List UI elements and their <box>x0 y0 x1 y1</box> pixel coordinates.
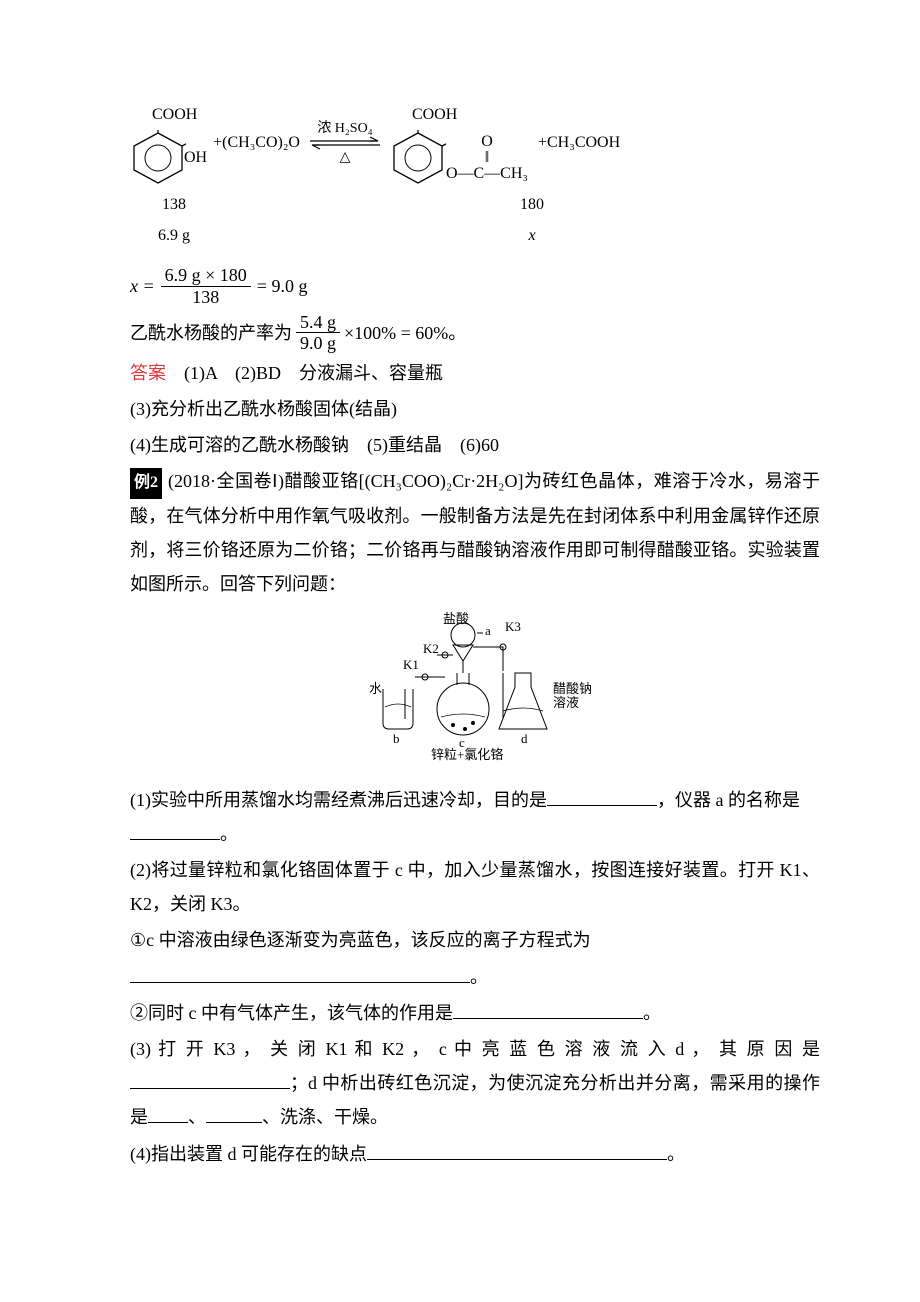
arrow-condition-top: 浓 H₂SO₄ <box>317 121 372 136</box>
fig-right1: 醋酸钠 <box>553 681 592 696</box>
example-2-intro: 例2(2018·全国卷Ⅰ)醋酸亚铬[(CH₃COO)₂Cr·2H₂O]为砖红色晶… <box>130 464 820 601</box>
q2-2a: ②同时 c 中有气体产生，该气体的作用是 <box>130 1003 453 1023</box>
fig-label-acid: 盐酸 <box>443 611 469 626</box>
q3-c: 、 <box>188 1107 206 1127</box>
reaction-scheme: COOH OH +(CH₃CO)₂O 浓 H₂SO₄ <box>130 100 820 186</box>
question-3: (3) 打 开 K3 ， 关 闭 K1 和 K2 ， c 中 亮 蓝 色 溶 液… <box>130 1032 820 1135</box>
reaction-arrow: 浓 H₂SO₄ △ <box>310 121 380 166</box>
reactant1-cooh: COOH <box>152 100 197 130</box>
yield-num: 5.4 g <box>296 312 340 334</box>
yield-line: 乙酰水杨酸的产率为 5.4 g 9.0 g ×100% = 60%。 <box>130 312 820 354</box>
q3-blank1 <box>130 1067 290 1090</box>
fig-bottom: 锌粒+氯化铬 <box>431 747 503 761</box>
mass-gram-row: 6.9 g x <box>140 221 820 251</box>
x-rhs: = 9.0 g <box>257 269 308 303</box>
example-2-body: (2018·全国卷Ⅰ)醋酸亚铬[(CH₃COO)₂Cr·2H₂O]为砖红色晶体，… <box>130 471 820 594</box>
molar-mass-row: 138 180 <box>140 190 820 220</box>
answer-line-3: (3)充分析出乙酰水杨酸固体(结晶) <box>130 392 820 426</box>
acetyl-chain: O—C—CH₃ <box>446 166 528 182</box>
arrow-condition-bottom: △ <box>340 150 351 165</box>
answer-label: 答案 <box>130 363 166 383</box>
answer-line-4: (4)生成可溶的乙酰水杨酸钠 (5)重结晶 (6)60 <box>130 428 820 462</box>
q2-2b: 。 <box>643 1003 661 1023</box>
acetyl-o: O <box>481 134 493 150</box>
reactant-1: COOH OH <box>130 100 207 186</box>
q3-blank2 <box>148 1101 188 1124</box>
q3-a: (3) 打 开 K3 ， 关 闭 K1 和 K2 ， c 中 亮 蓝 色 溶 液… <box>130 1039 820 1059</box>
benzene-ring-1 <box>130 130 186 186</box>
fig-k2: K2 <box>423 641 439 656</box>
q4-a: (4)指出装置 d 可能存在的缺点 <box>130 1144 367 1164</box>
gram-6-9: 6.9 g <box>140 221 208 251</box>
question-4: (4)指出装置 d 可能存在的缺点 。 <box>130 1137 820 1171</box>
example-2-label: 例2 <box>130 468 162 498</box>
product-tail: +CH₃COOH <box>538 128 620 158</box>
fig-k1: K1 <box>403 657 419 672</box>
q1-a: (1)实验中所用蒸馏水均需经煮沸后迅速冷却，目的是 <box>130 790 547 810</box>
q2-1b: 。 <box>470 967 488 987</box>
question-1: (1)实验中所用蒸馏水均需经煮沸后迅速冷却，目的是 ，仪器 a 的名称是。 <box>130 783 820 851</box>
fig-b: b <box>393 731 400 746</box>
fig-water: 水 <box>369 681 382 696</box>
fig-a-label: a <box>485 623 491 638</box>
q2-2-blank <box>453 996 643 1019</box>
yield-den: 9.0 g <box>296 333 340 354</box>
x-den: 138 <box>188 287 223 308</box>
q4-blank <box>367 1137 667 1160</box>
apparatus-figure: 盐酸 a K3 K2 K1 水 b <box>130 611 820 772</box>
answer-line-1: 答案 (1)A (2)BD 分液漏斗、容量瓶 <box>130 356 820 390</box>
question-2-1: ①c 中溶液由绿色逐渐变为亮蓝色，该反应的离子方程式为 <box>130 923 820 957</box>
q2-1a: ①c 中溶液由绿色逐渐变为亮蓝色，该反应的离子方程式为 <box>130 930 591 950</box>
q2-1-blank <box>130 960 470 983</box>
x-num: 6.9 g × 180 <box>161 265 251 287</box>
q1-blank1 <box>547 783 657 806</box>
x-calculation: x = 6.9 g × 180 138 = 9.0 g <box>130 265 820 307</box>
yield-prefix: 乙酰水杨酸的产率为 <box>130 316 292 350</box>
answer-1-2: (1)A (2)BD 分液漏斗、容量瓶 <box>184 363 443 383</box>
q1-blank2 <box>130 817 220 840</box>
q4-b: 。 <box>667 1144 685 1164</box>
q3-blank3 <box>206 1101 262 1124</box>
product-1: COOH O ‖ O—C—CH₃ <box>390 100 528 186</box>
q1-c: 。 <box>220 824 238 844</box>
question-2-1-blank: 。 <box>130 960 820 994</box>
product-cooh: COOH <box>412 100 457 130</box>
plus-reagent: +(CH₃CO)₂O <box>213 128 300 158</box>
benzene-ring-2 <box>390 130 446 186</box>
question-2-2: ②同时 c 中有气体产生，该气体的作用是 。 <box>130 996 820 1030</box>
acetyl-dbl: ‖ <box>485 150 490 166</box>
x-lhs: x = <box>130 269 155 303</box>
gram-x: x <box>498 221 566 251</box>
q3-d: 、洗涤、干燥。 <box>262 1107 388 1127</box>
q1-b: ，仪器 a 的名称是 <box>657 790 800 810</box>
fig-k3: K3 <box>505 619 521 634</box>
fig-d: d <box>521 731 528 746</box>
fig-right2: 溶液 <box>553 695 579 710</box>
yield-tail: ×100% = 60%。 <box>344 316 466 350</box>
mass-180: 180 <box>498 190 566 220</box>
mass-138: 138 <box>140 190 208 220</box>
question-2: (2)将过量锌粒和氯化铬固体置于 c 中，加入少量蒸馏水，按图连接好装置。打开 … <box>130 853 820 921</box>
reactant1-oh: OH <box>184 143 207 173</box>
